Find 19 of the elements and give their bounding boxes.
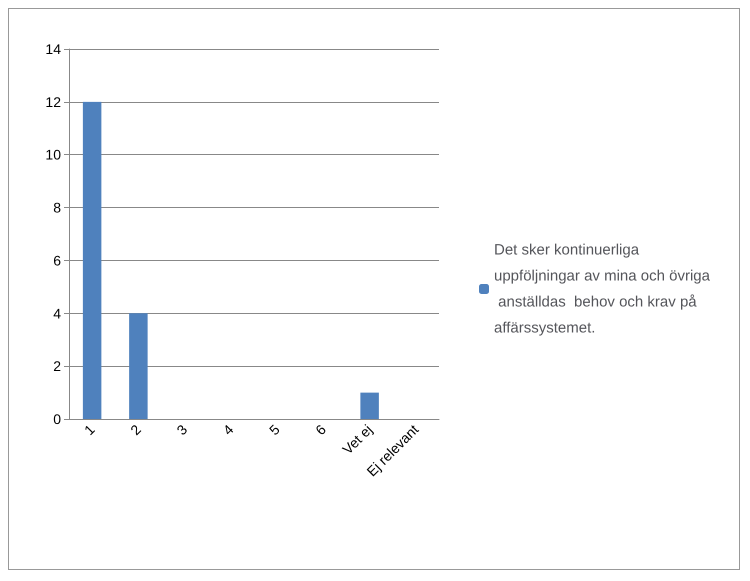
y-tick-label: 14: [45, 41, 62, 57]
bar: [82, 102, 102, 419]
x-tick-label: Vet ej: [339, 421, 376, 458]
x-tick-label: 5: [266, 421, 283, 438]
y-tick-label: 4: [53, 305, 62, 322]
bar: [360, 392, 379, 419]
y-tick-label: 6: [53, 252, 62, 268]
y-tick-label: 12: [45, 94, 62, 110]
y-tick-label: 10: [45, 146, 62, 163]
x-tick-label: 4: [220, 421, 237, 438]
x-tick-label: 6: [312, 421, 330, 438]
y-tick-label: 8: [53, 200, 62, 216]
x-tick-label: 1: [80, 421, 98, 438]
bar: [129, 313, 148, 419]
legend-label: Det sker kontinuerliga uppföljningar av mina och övriga anställdas behov och krav på affärssystemet.: [494, 242, 711, 336]
x-tick-label: 3: [173, 421, 190, 438]
x-tick-label: 2: [127, 421, 144, 438]
y-tick-label: 0: [53, 411, 62, 427]
y-tick-label: 2: [53, 358, 62, 374]
